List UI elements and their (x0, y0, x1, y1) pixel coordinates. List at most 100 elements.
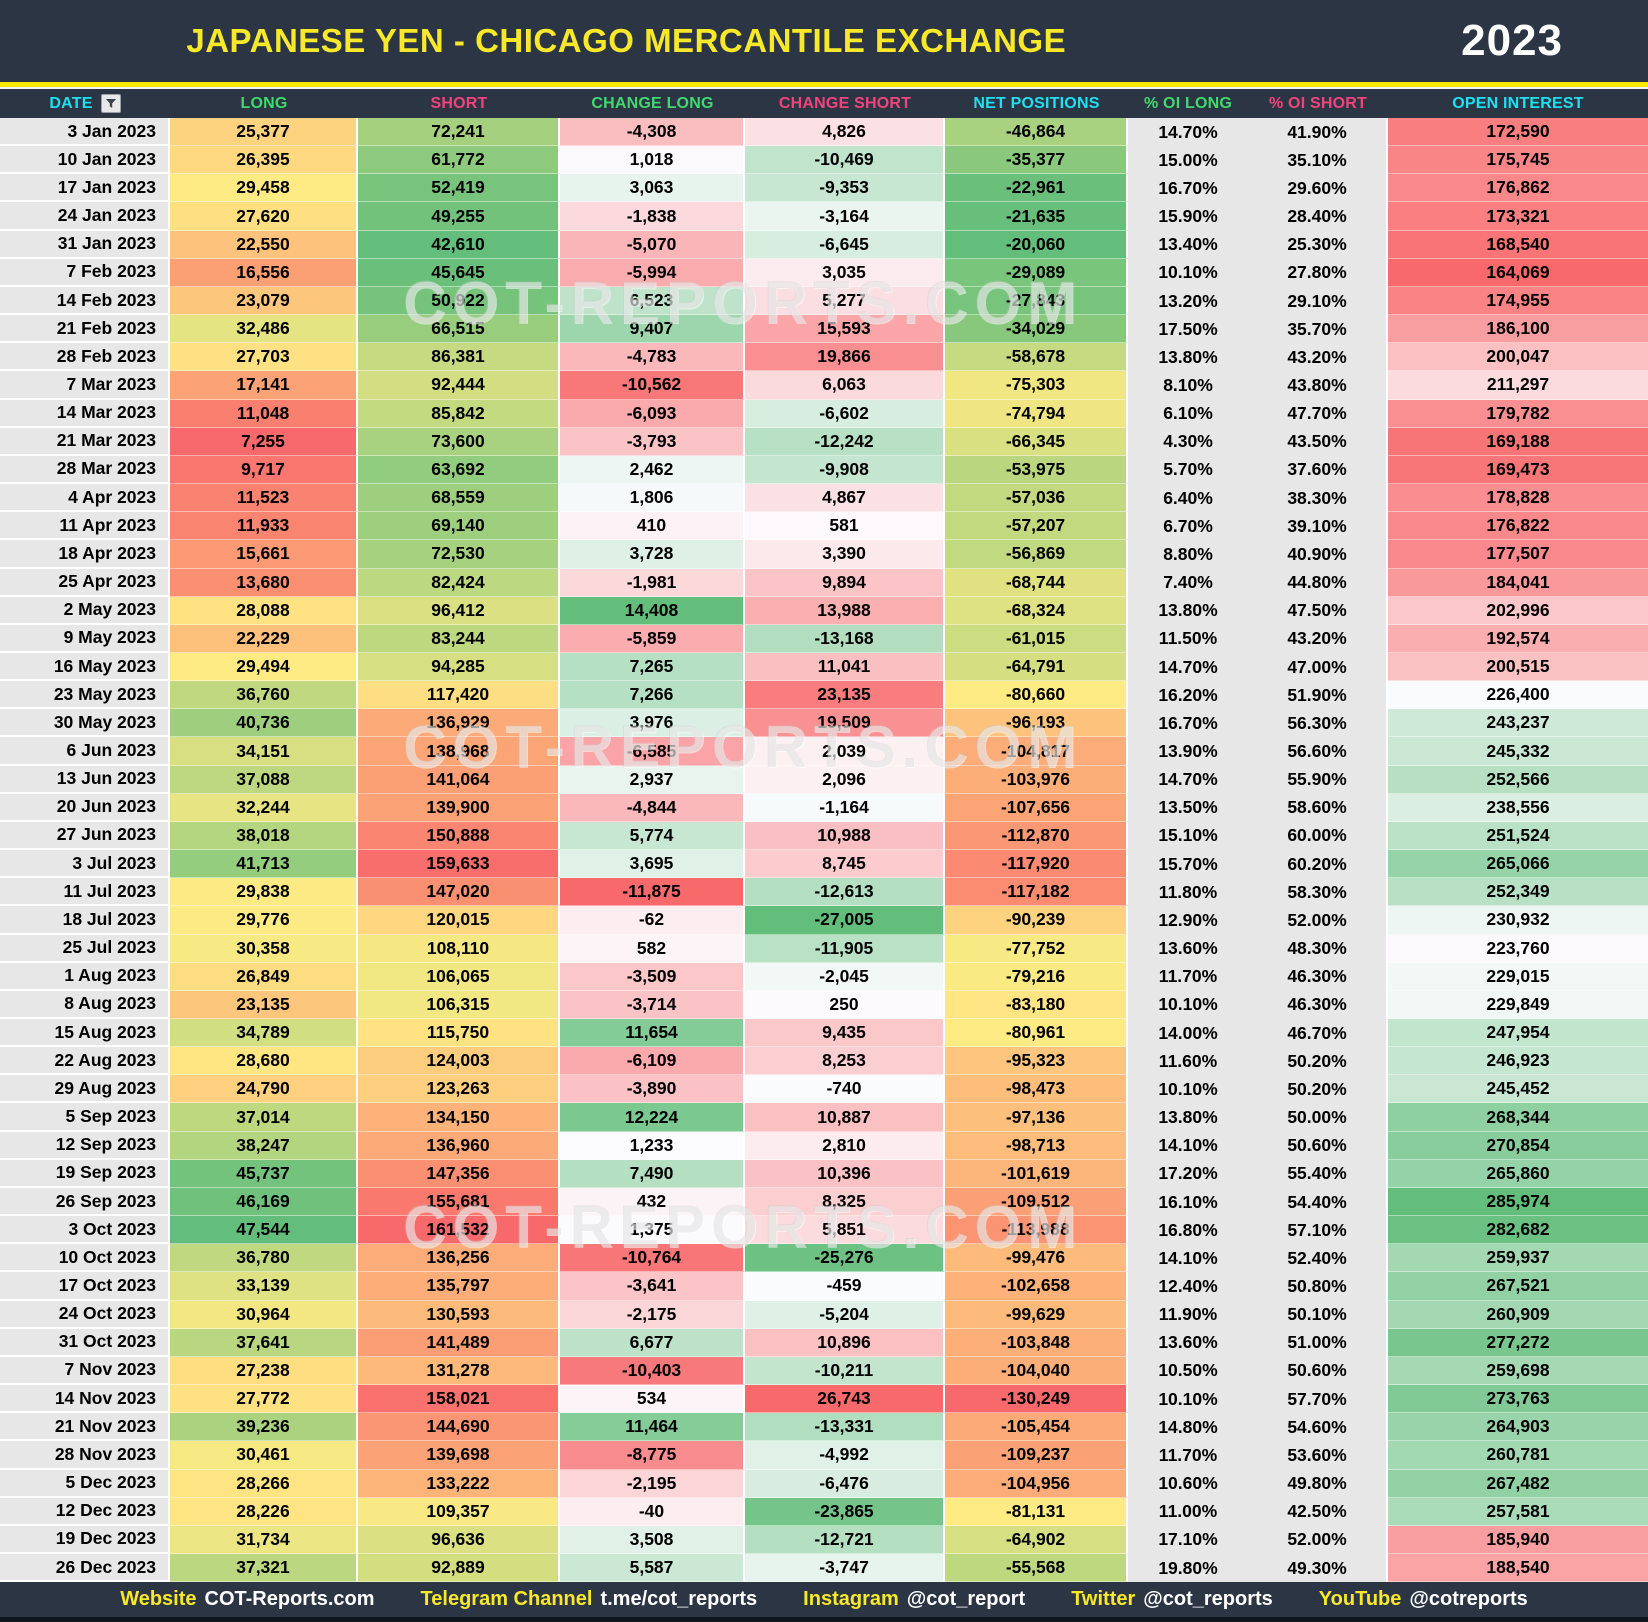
pct-oi-long-cell: 13.80% (1128, 343, 1248, 372)
pct-oi-short-cell: 52.00% (1248, 906, 1388, 935)
short-cell: 159,633 (358, 850, 560, 879)
table-row: 4 Apr 2023 11,523 68,559 1,806 4,867 -57… (0, 484, 1648, 513)
pct-oi-long-cell: 13.80% (1128, 596, 1248, 625)
footer-link-youtube[interactable]: @cotreports (1409, 1588, 1528, 1610)
net-positions-cell: -27,843 (945, 286, 1128, 316)
footer-link-instagram[interactable]: @cot_report (906, 1588, 1026, 1610)
long-cell: 33,139 (170, 1272, 358, 1301)
pct-oi-long-cell: 13.20% (1128, 286, 1248, 316)
footer-bar: Website COT-Reports.com Telegram Channel t… (0, 1582, 1648, 1622)
table-row: 3 Jul 2023 41,713 159,633 3,695 8,745 -1… (0, 850, 1648, 879)
pct-oi-short-cell: 43.80% (1248, 371, 1388, 400)
pct-oi-long-cell: 11.00% (1128, 1497, 1248, 1526)
date-cell: 27 Jun 2023 (0, 821, 170, 851)
footer-link-telegram[interactable]: t.me/cot_reports (600, 1588, 758, 1610)
change-long-cell: -11,875 (560, 878, 745, 907)
footer-item-youtube: YouTube @cotreports (1319, 1588, 1528, 1611)
table-row: 15 Aug 2023 34,789 115,750 11,654 9,435 … (0, 1019, 1648, 1048)
net-positions-cell: -35,377 (945, 146, 1128, 175)
change-long-cell: -3,509 (560, 962, 745, 991)
date-cell: 16 May 2023 (0, 652, 170, 682)
long-cell: 22,550 (170, 230, 358, 259)
long-cell: 9,717 (170, 455, 358, 485)
net-positions-cell: -56,869 (945, 540, 1128, 569)
footer-label-instagram: Instagram (803, 1588, 899, 1610)
change-short-cell: 10,887 (745, 1103, 945, 1132)
date-cell: 25 Jul 2023 (0, 934, 170, 963)
table-row: 28 Mar 2023 9,717 63,692 2,462 -9,908 -5… (0, 455, 1648, 485)
open-interest-cell: 176,862 (1388, 174, 1648, 203)
long-cell: 28,680 (170, 1047, 358, 1076)
table-row: 18 Jul 2023 29,776 120,015 -62 -27,005 -… (0, 906, 1648, 935)
long-cell: 11,048 (170, 399, 358, 428)
change-long-cell: -2,175 (560, 1300, 745, 1329)
long-cell: 13,680 (170, 568, 358, 597)
short-cell: 68,559 (358, 484, 560, 513)
open-interest-cell: 238,556 (1388, 793, 1648, 822)
pct-oi-long-cell: 10.60% (1128, 1469, 1248, 1498)
net-positions-cell: -22,961 (945, 174, 1128, 203)
footer-label-youtube: YouTube (1318, 1588, 1402, 1610)
column-header-long: LONG (240, 94, 288, 112)
long-cell: 32,244 (170, 793, 358, 822)
long-cell: 7,255 (170, 427, 358, 456)
short-cell: 150,888 (358, 821, 560, 851)
pct-oi-short-cell: 46.30% (1248, 962, 1388, 991)
filter-button[interactable] (100, 94, 121, 113)
pct-oi-short-cell: 41.90% (1248, 118, 1388, 147)
long-cell: 47,544 (170, 1216, 358, 1245)
net-positions-cell: -101,619 (945, 1159, 1128, 1188)
date-cell: 15 Aug 2023 (0, 1019, 170, 1048)
change-short-cell: -10,469 (745, 146, 945, 175)
short-cell: 86,381 (358, 343, 560, 372)
pct-oi-long-cell: 11.60% (1128, 1047, 1248, 1076)
open-interest-cell: 175,745 (1388, 146, 1648, 175)
open-interest-cell: 177,507 (1388, 540, 1648, 569)
net-positions-cell: -53,975 (945, 455, 1128, 485)
footer-link-twitter[interactable]: @cot_reports (1143, 1588, 1273, 1610)
short-cell: 117,420 (358, 681, 560, 710)
change-long-cell: -10,403 (560, 1356, 745, 1386)
long-cell: 26,849 (170, 962, 358, 991)
column-header-change-short: CHANGE SHORT (778, 94, 912, 112)
table-row: 20 Jun 2023 32,244 139,900 -4,844 -1,164… (0, 793, 1648, 822)
filter-icon (105, 98, 117, 110)
change-long-cell: 3,976 (560, 709, 745, 738)
long-cell: 26,395 (170, 146, 358, 175)
date-cell: 29 Aug 2023 (0, 1075, 170, 1104)
short-cell: 96,636 (358, 1525, 560, 1554)
long-cell: 27,620 (170, 202, 358, 231)
column-header-short: SHORT (430, 94, 488, 112)
long-cell: 25,377 (170, 118, 358, 147)
net-positions-cell: -113,988 (945, 1216, 1128, 1245)
short-cell: 138,968 (358, 737, 560, 766)
table-row: 14 Feb 2023 23,079 50,922 6,523 5,277 -2… (0, 286, 1648, 316)
change-long-cell: 7,265 (560, 652, 745, 682)
net-positions-cell: -98,713 (945, 1131, 1128, 1160)
long-cell: 30,461 (170, 1441, 358, 1470)
change-short-cell: 5,851 (745, 1216, 945, 1245)
change-short-cell: 13,988 (745, 596, 945, 625)
change-short-cell: 4,867 (745, 484, 945, 513)
pct-oi-short-cell: 49.30% (1248, 1553, 1388, 1583)
change-short-cell: 26,743 (745, 1385, 945, 1414)
open-interest-cell: 252,566 (1388, 765, 1648, 794)
change-short-cell: -11,905 (745, 934, 945, 963)
short-cell: 155,681 (358, 1187, 560, 1217)
change-short-cell: 15,593 (745, 315, 945, 344)
change-long-cell: 1,233 (560, 1131, 745, 1160)
date-cell: 24 Oct 2023 (0, 1300, 170, 1329)
pct-oi-long-cell: 12.90% (1128, 906, 1248, 935)
pct-oi-short-cell: 50.20% (1248, 1047, 1388, 1076)
open-interest-cell: 245,332 (1388, 737, 1648, 766)
change-short-cell: 19,866 (745, 343, 945, 372)
short-cell: 158,021 (358, 1385, 560, 1414)
change-short-cell: 10,396 (745, 1159, 945, 1188)
net-positions-cell: -29,089 (945, 258, 1128, 287)
table-row: 22 Aug 2023 28,680 124,003 -6,109 8,253 … (0, 1047, 1648, 1076)
change-short-cell: -1,164 (745, 793, 945, 822)
date-cell: 22 Aug 2023 (0, 1047, 170, 1076)
pct-oi-long-cell: 14.80% (1128, 1413, 1248, 1442)
footer-link-website[interactable]: COT-Reports.com (204, 1588, 375, 1610)
change-long-cell: -10,764 (560, 1244, 745, 1273)
